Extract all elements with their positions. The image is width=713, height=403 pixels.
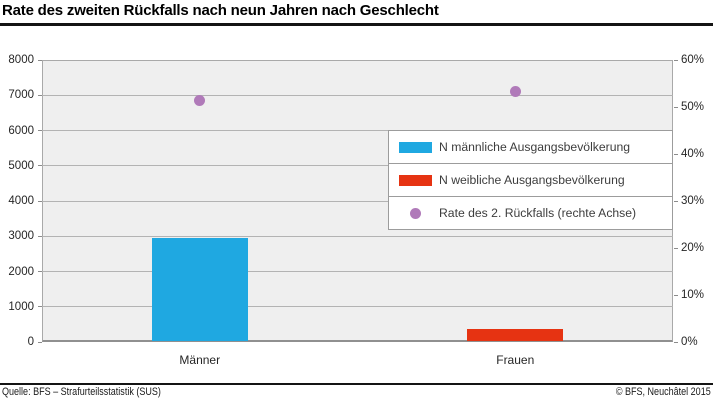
y-axis-right-tick [673,106,678,108]
y-axis-left-tick [37,94,42,96]
legend: N männliche Ausgangsbevölkerung N weibli… [388,130,673,230]
bar-frauen [467,328,564,341]
legend-key-wrap [399,141,432,153]
legend-swatch-red [399,174,432,186]
y-axis-right-tick [673,294,678,296]
y-axis-right-label: 0% [681,336,698,348]
legend-key-wrap [399,174,432,186]
legend-dot-purple [410,207,421,219]
title-rule [0,23,713,26]
y-axis-left-tick [37,130,42,131]
y-axis-left-label: 1000 [8,300,34,313]
legend-item-rate-zweiter-rueckfall: Rate des 2. Rückfalls (rechte Achse) [388,196,673,230]
source-note: Quelle: BFS – Strafurteilsstatistik (SUS… [2,386,161,398]
gridline [42,235,673,237]
y-axis-left-label: 0 [27,336,34,348]
gridline [42,94,673,96]
y-axis-left-tick [37,165,42,167]
x-axis-label-frauen: Frauen [496,353,535,367]
legend-item-label: Rate des 2. Rückfalls (rechte Achse) [439,206,637,220]
y-axis-left-tick [37,59,42,61]
y-axis-left-tick [37,306,42,308]
y-axis-right-tick [673,153,678,155]
y-axis-right-label: 60% [681,54,705,66]
copyright-note: © BFS, Neuchâtel 2015 [616,386,711,398]
y-axis-right-tick [673,59,678,61]
y-axis-left-label: 5000 [8,159,34,172]
y-axis-left-label: 8000 [8,54,34,66]
y-axis-left-tick [37,200,42,202]
y-axis-right-label: 30% [681,195,705,207]
legend-item-maennliche-ausgangsbevoelkerung: N männliche Ausgangsbevölkerung [388,130,673,164]
y-axis-left-label: 4000 [8,195,34,207]
y-axis-left-tick [37,341,42,343]
bar-männer [151,238,248,341]
y-axis-right-label: 20% [681,242,705,254]
legend-item-label: N weibliche Ausgangsbevölkerung [439,173,625,187]
gridline [42,200,673,202]
y-axis-right-label: 40% [681,148,705,160]
gridline [42,271,673,272]
gridline [42,306,673,308]
y-axis-right-tick [673,247,678,249]
y-axis-right-label: 50% [681,101,705,113]
rate-dot-männer [194,95,206,107]
y-axis-right-label: 10% [681,289,705,301]
legend-key-wrap [399,207,432,219]
legend-item-weibliche-ausgangsbevoelkerung: N weibliche Ausgangsbevölkerung [388,163,673,197]
footer-rule [0,383,713,385]
y-axis-left-label: 7000 [8,89,34,102]
y-axis-left-label: 3000 [8,230,34,243]
y-axis-left-tick [37,271,42,272]
y-axis-left-label: 2000 [8,265,34,278]
legend-item-label: N männliche Ausgangsbevölkerung [439,140,631,154]
legend-swatch-blue [399,141,432,153]
x-axis-label-männer: Männer [179,353,221,367]
y-axis-left-label: 6000 [8,124,34,137]
chart-title: Rate des zweiten Rückfalls nach neun Jah… [2,2,439,19]
y-axis-right-tick [673,200,678,202]
rate-dot-frauen [509,86,521,98]
y-axis-right-tick [673,341,678,343]
gridline [42,130,673,131]
y-axis-left-tick [37,235,42,237]
gridline [42,165,673,167]
